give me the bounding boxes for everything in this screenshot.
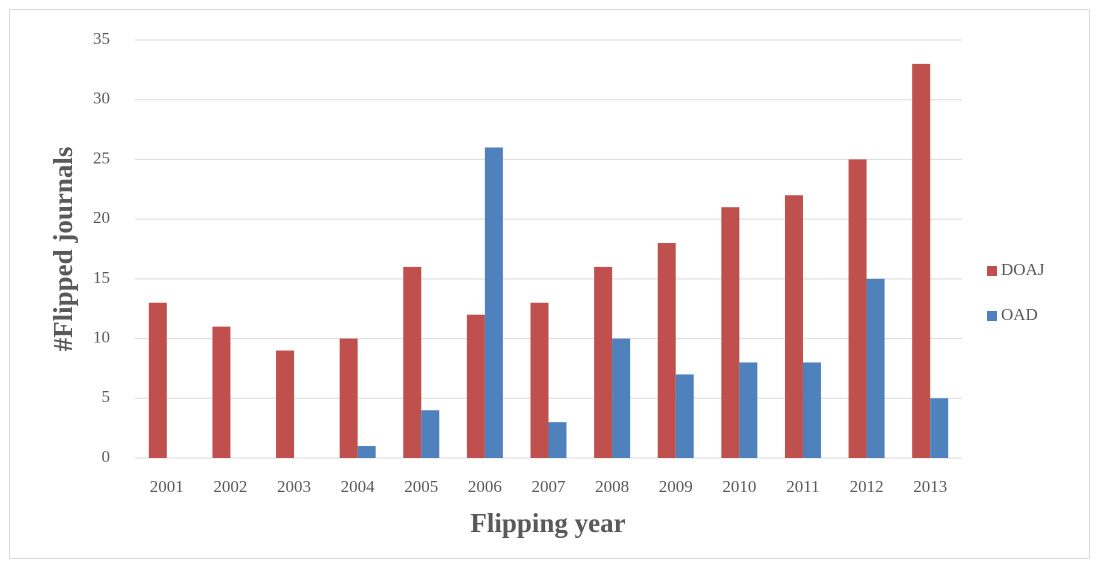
legend-label: OAD: [1001, 305, 1038, 324]
bar: [866, 278, 885, 458]
legend-swatch: [987, 311, 997, 321]
x-tick-label: 2011: [786, 477, 819, 496]
x-tick-label: 2005: [404, 477, 438, 496]
y-tick-label: 15: [93, 268, 110, 287]
x-tick-label: 2012: [850, 477, 884, 496]
bar: [339, 338, 358, 458]
bar: [721, 207, 740, 458]
y-tick-label: 5: [102, 387, 111, 406]
legend-label: DOAJ: [1001, 260, 1045, 279]
bar: [403, 266, 422, 458]
bar: [421, 410, 440, 458]
y-tick-label: 10: [93, 327, 110, 346]
bar: [484, 147, 503, 458]
bar: [357, 446, 376, 458]
x-tick-label: 2013: [913, 477, 947, 496]
x-axis-title: Flipping year: [470, 508, 625, 538]
legend-swatch: [987, 266, 997, 276]
chart-frame: [9, 9, 1090, 559]
x-tick-label: 2007: [532, 477, 567, 496]
y-tick-label: 0: [102, 447, 111, 466]
x-tick-label: 2004: [341, 477, 376, 496]
bar: [848, 159, 867, 458]
bar: [276, 350, 295, 458]
x-tick-label: 2002: [213, 477, 247, 496]
bar: [466, 314, 485, 458]
bar: [657, 243, 676, 458]
bar: [784, 195, 803, 458]
bar: [548, 422, 567, 458]
bar: [930, 398, 949, 458]
x-tick-label: 2009: [659, 477, 693, 496]
bar: [675, 374, 694, 458]
y-axis-title: #Flipped journals: [48, 147, 78, 352]
bar: [212, 326, 231, 458]
y-tick-label: 20: [93, 208, 110, 227]
x-tick-label: 2010: [722, 477, 756, 496]
bar: [739, 362, 758, 458]
y-tick-label: 35: [93, 29, 110, 48]
x-tick-label: 2003: [277, 477, 311, 496]
x-tick-label: 2001: [150, 477, 184, 496]
x-tick-label: 2006: [468, 477, 502, 496]
y-tick-label: 30: [93, 89, 110, 108]
x-tick-label: 2008: [595, 477, 629, 496]
y-tick-label: 25: [93, 148, 110, 167]
bar: [530, 302, 549, 458]
bar: [802, 362, 821, 458]
bar: [148, 302, 167, 458]
bar: [594, 266, 613, 458]
bar: [612, 338, 631, 458]
bar: [912, 63, 931, 459]
